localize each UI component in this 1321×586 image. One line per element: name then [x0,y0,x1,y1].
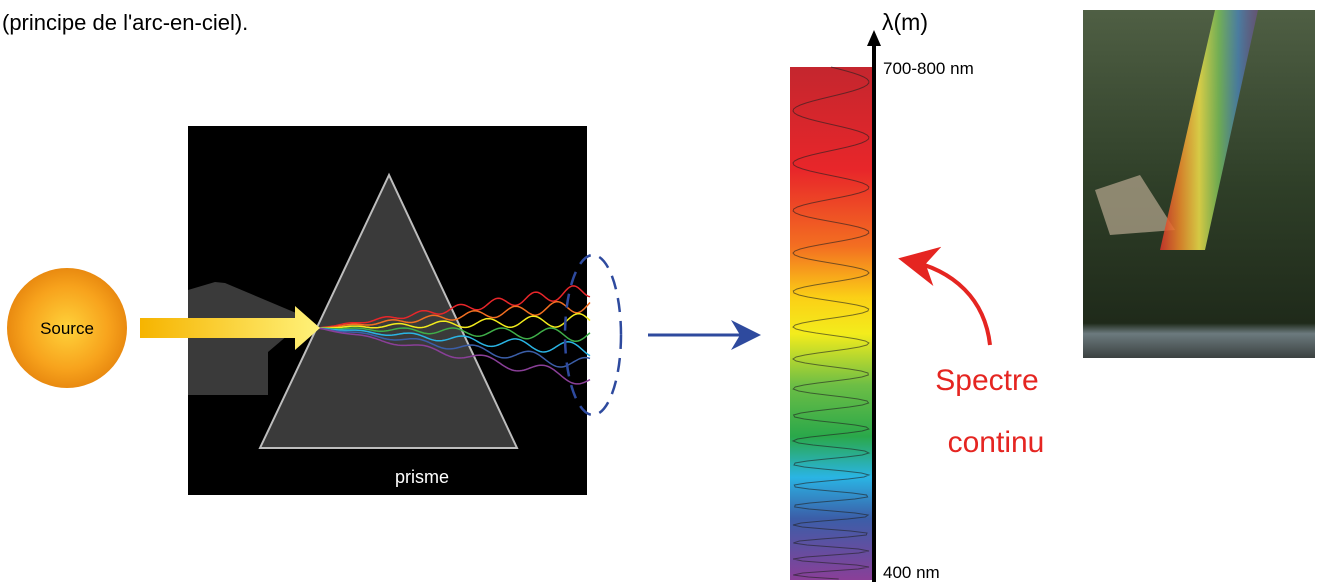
light-wave [317,327,591,357]
dispersed-light [317,285,591,385]
sun [7,268,127,388]
light-wave [317,285,591,329]
light-wave [317,300,591,329]
axis-arrow [867,30,881,46]
dashed-ellipse [563,253,623,417]
annotation-line1: Spectre [935,364,1038,397]
light-wave [317,327,591,343]
source-label: Source [40,319,94,338]
spectrum-bar [790,67,872,580]
axis-label: λ(m) [882,9,928,35]
bottom-label: 400 nm [883,563,940,582]
rainbow-photo [1083,10,1315,358]
annotation-line2: continu [948,426,1045,459]
light-wave [317,327,591,368]
top-label: 700-800 nm [883,59,974,78]
prism-label: prisme [395,467,449,487]
light-beam [140,306,320,350]
red-arrow [898,246,992,346]
prism [258,172,519,449]
light-wave [317,327,591,385]
shadow [188,282,308,395]
wave [791,66,871,580]
caption: (principe de l'arc-en-ciel). [2,10,248,35]
light-wave [318,312,591,329]
